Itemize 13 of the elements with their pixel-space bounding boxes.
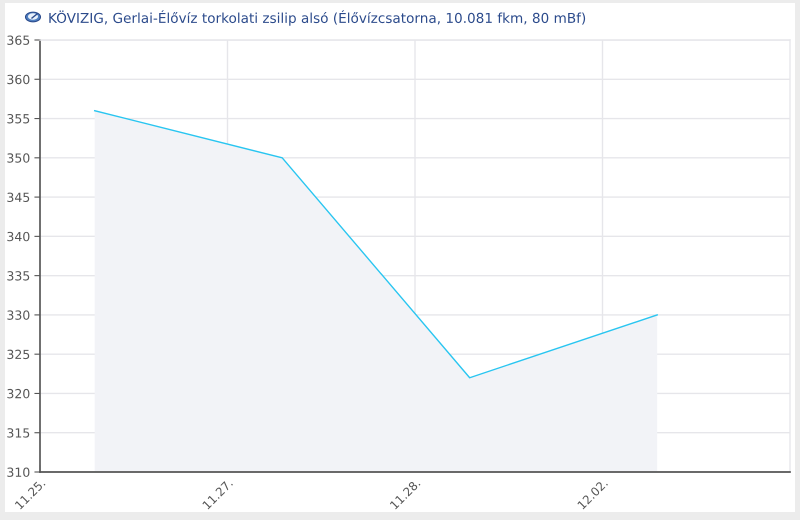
y-tick-label: 355 bbox=[7, 114, 30, 124]
y-tick-label: 330 bbox=[7, 310, 30, 320]
y-tick-label: 310 bbox=[7, 467, 30, 477]
y-tick-label: 320 bbox=[7, 388, 30, 398]
y-tick-label: 340 bbox=[7, 232, 30, 242]
y-tick-label: 350 bbox=[7, 153, 30, 163]
y-tick-label: 335 bbox=[7, 271, 30, 281]
y-tick-label: 325 bbox=[7, 350, 30, 360]
y-tick-label: 315 bbox=[7, 428, 30, 438]
y-tick-label: 360 bbox=[7, 74, 30, 84]
y-tick-label: 365 bbox=[7, 35, 30, 45]
y-tick-label: 345 bbox=[7, 192, 30, 202]
chart-title: KÖVIZIG, Gerlai-Élővíz torkolati zsilip alsó (Élővízcsatorna, 10.081 fkm, 80 mBf) bbox=[49, 10, 586, 26]
